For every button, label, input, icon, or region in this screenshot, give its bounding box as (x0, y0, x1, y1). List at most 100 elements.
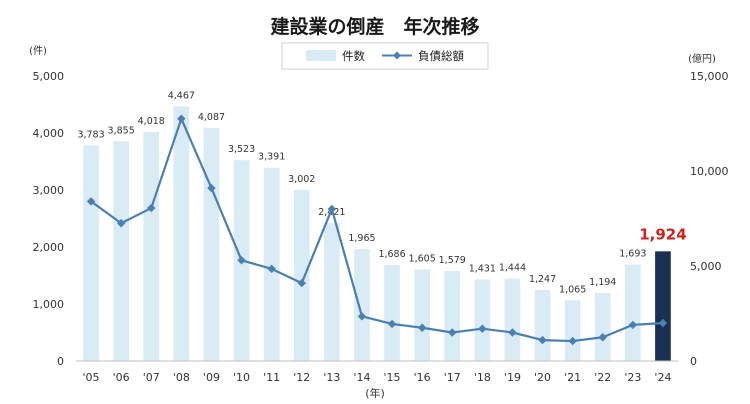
right-tick-label: 10,000 (690, 165, 729, 178)
left-tick-label: 4,000 (33, 127, 65, 140)
bar-value-label: 4,467 (168, 90, 195, 101)
bar (83, 145, 99, 361)
line-series (86, 114, 668, 346)
x-tick-label: '09 (203, 371, 220, 384)
chart-title: 建設業の倒産 年次推移 (270, 15, 479, 38)
x-axis-ticks: '05 '06 '07 '08 '09 '10 '11 '12 '13 '14 '15 '16 '17 '… (83, 371, 672, 384)
bar (113, 141, 129, 361)
legend-label-bars: 件数 (342, 49, 365, 63)
debt-line (90, 117, 664, 343)
bar-value-label: 4,018 (138, 116, 165, 127)
line-marker (508, 328, 517, 337)
x-tick-label: '17 (444, 371, 461, 384)
bar-value-label: 1,194 (589, 277, 616, 288)
x-tick-label: '15 (384, 371, 401, 384)
bar-value-label: 3,002 (288, 174, 315, 185)
bar (143, 131, 160, 361)
bar-series (83, 106, 671, 361)
line-marker (327, 204, 337, 214)
line-marker (207, 183, 216, 193)
line-marker (357, 312, 367, 321)
bar (534, 289, 551, 361)
bar (474, 279, 491, 361)
bar (504, 278, 521, 361)
line-marker (598, 333, 607, 342)
line-marker (387, 319, 397, 329)
bar (263, 167, 280, 361)
x-tick-label: '16 (414, 371, 431, 384)
bar-value-label: 1,444 (499, 263, 526, 274)
line-marker (86, 197, 96, 206)
x-tick-label: '11 (263, 371, 280, 384)
left-tick-label: 3,000 (33, 184, 65, 197)
legend-label-line: 負債総額 (418, 49, 464, 63)
x-tick-label: '07 (143, 371, 160, 384)
bar-value-label: 4,087 (198, 112, 225, 123)
line-marker (147, 203, 156, 213)
bar-highlight (655, 251, 671, 361)
bar-value-label: 3,523 (228, 144, 255, 155)
left-tick-label: 5,000 (33, 70, 65, 83)
x-tick-label: '06 (113, 371, 130, 384)
right-tick-label: 15,000 (690, 70, 729, 83)
bar (354, 248, 370, 361)
line-marker (177, 114, 186, 123)
x-tick-label: '13 (323, 371, 340, 384)
right-axis-unit: (億円) (688, 52, 716, 65)
legend: 件数 負債総額 (281, 42, 489, 70)
x-tick-label: '14 (353, 371, 370, 384)
bar (594, 292, 611, 361)
line-marker (538, 335, 547, 345)
bar-value-label: 1,247 (529, 274, 556, 285)
x-tick-label: '08 (173, 371, 190, 384)
line-marker (267, 264, 276, 274)
x-tick-label: '21 (564, 371, 581, 384)
left-axis-unit: (件) (29, 45, 47, 57)
bar (203, 128, 220, 361)
x-tick-label: '24 (654, 371, 671, 384)
left-tick-label: 2,000 (33, 241, 65, 254)
x-tick-label: '10 (233, 371, 250, 384)
x-tick-label: '19 (504, 371, 521, 384)
line-marker (478, 324, 487, 333)
bar-value-label: 1,693 (619, 248, 646, 259)
bar-value-label: 3,783 (77, 129, 104, 140)
right-axis-ticks: 0 5,000 10,000 15,000 (690, 70, 729, 368)
bar (444, 270, 461, 361)
x-tick-label: '05 (83, 371, 100, 384)
line-marker (116, 219, 126, 228)
bar-value-label: 1,065 (559, 284, 586, 295)
bar-value-label: 1,686 (378, 249, 405, 260)
left-axis-ticks: 0 1,000 2,000 3,000 4,000 5,000 (33, 70, 65, 368)
left-tick-label: 1,000 (33, 298, 65, 311)
right-tick-label: 5,000 (690, 260, 722, 273)
bar-value-label: 1,431 (469, 263, 496, 274)
bar (414, 269, 430, 361)
line-marker (568, 336, 577, 346)
line-marker (417, 323, 427, 332)
bar-value-label: 1,965 (348, 233, 375, 244)
line-marker (658, 318, 668, 328)
bar (173, 106, 190, 361)
bar-value-label: 3,391 (258, 152, 285, 163)
line-marker (297, 278, 306, 288)
line-marker (628, 320, 638, 330)
x-tick-label: '18 (474, 371, 491, 384)
bar-value-label: 3,855 (108, 125, 135, 136)
bar (384, 264, 400, 361)
line-marker (448, 328, 457, 337)
x-tick-label: '12 (293, 371, 310, 384)
bar-highlight-value-label: 1,924 (639, 225, 686, 243)
bar-value-label: 1,579 (439, 255, 466, 266)
x-tick-label: '22 (594, 371, 611, 384)
x-tick-label: '23 (624, 371, 641, 384)
x-tick-label: '20 (534, 371, 551, 384)
bar-value-label: 1,605 (409, 254, 436, 265)
bar (625, 264, 641, 361)
right-tick-label: 0 (690, 355, 697, 368)
left-tick-label: 0 (57, 355, 64, 368)
bar (324, 223, 340, 361)
